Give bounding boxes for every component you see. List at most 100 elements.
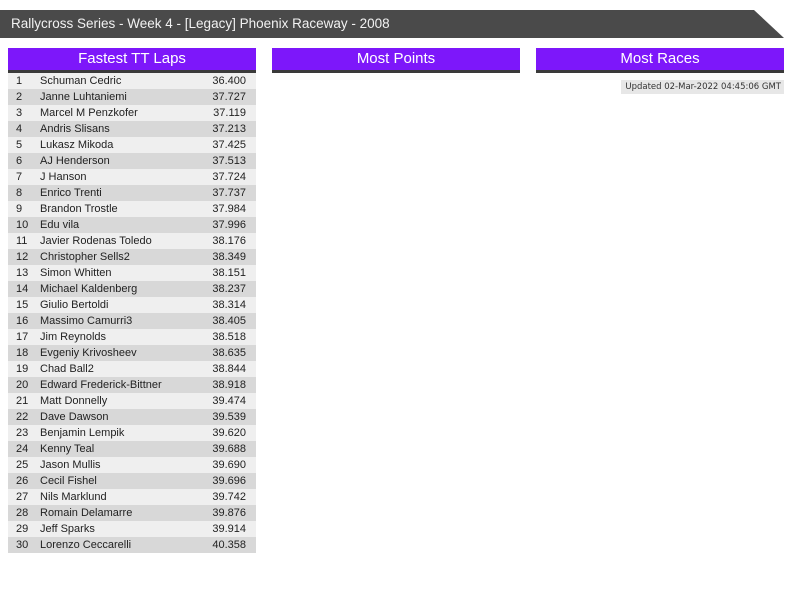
table-row: 5 Lukasz Mikoda 37.425 bbox=[8, 137, 256, 153]
rank-cell: 3 bbox=[16, 107, 23, 119]
lap-time-cell: 38.151 bbox=[212, 267, 246, 279]
driver-name-cell: Michael Kaldenberg bbox=[40, 283, 138, 295]
section-fastest-tt-laps: Fastest TT Laps 1 Schuman Cedric 36.400 2 Ja… bbox=[8, 48, 256, 553]
driver-name-cell: Schuman Cedric bbox=[40, 75, 122, 87]
lap-time-cell: 38.237 bbox=[212, 283, 246, 295]
lap-time-cell: 37.727 bbox=[212, 91, 246, 103]
lap-time-cell: 38.518 bbox=[212, 331, 246, 343]
driver-name-cell: Brandon Trostle bbox=[40, 203, 118, 215]
table-row: 21 Matt Donnelly 39.474 bbox=[8, 393, 256, 409]
lap-time-cell: 38.844 bbox=[212, 363, 246, 375]
rank-cell: 8 bbox=[16, 187, 23, 199]
driver-name-cell: J Hanson bbox=[40, 171, 87, 183]
table-row: 30 Lorenzo Ceccarelli 40.358 bbox=[8, 537, 256, 553]
section-most-races: Most Races Updated 02-Mar-2022 04:45:06 … bbox=[536, 48, 784, 553]
fastest-tt-laps-table: 1 Schuman Cedric 36.400 2 Janne Luhtaniemi 37… bbox=[8, 73, 256, 553]
driver-name-cell: Simon Whitten bbox=[40, 267, 112, 279]
lap-time-cell: 37.213 bbox=[212, 123, 246, 135]
driver-name-cell: Marcel M Penzkofer bbox=[40, 107, 138, 119]
table-row: 7 J Hanson 37.724 bbox=[8, 169, 256, 185]
table-row: 1 Schuman Cedric 36.400 bbox=[8, 73, 256, 89]
driver-name-cell: Romain Delamarre bbox=[40, 507, 133, 519]
driver-name-cell: Enrico Trenti bbox=[40, 187, 102, 199]
section-header-most-races: Most Races bbox=[536, 48, 784, 73]
table-row: 26 Cecil Fishel 39.696 bbox=[8, 473, 256, 489]
rank-cell: 26 bbox=[16, 475, 29, 487]
rank-cell: 23 bbox=[16, 427, 29, 439]
driver-name-cell: Chad Ball2 bbox=[40, 363, 94, 375]
lap-time-cell: 38.349 bbox=[212, 251, 246, 263]
lap-time-cell: 37.425 bbox=[212, 139, 246, 151]
rank-cell: 14 bbox=[16, 283, 29, 295]
lap-time-cell: 39.696 bbox=[212, 475, 246, 487]
rank-cell: 6 bbox=[16, 155, 23, 167]
rank-cell: 5 bbox=[16, 139, 23, 151]
rank-cell: 29 bbox=[16, 523, 29, 535]
lap-time-cell: 38.176 bbox=[212, 235, 246, 247]
lap-time-cell: 37.119 bbox=[213, 107, 246, 119]
rank-cell: 21 bbox=[16, 395, 29, 407]
rank-cell: 24 bbox=[16, 443, 29, 455]
lap-time-cell: 40.358 bbox=[212, 539, 246, 551]
table-row: 25 Jason Mullis 39.690 bbox=[8, 457, 256, 473]
table-row: 19 Chad Ball2 38.844 bbox=[8, 361, 256, 377]
driver-name-cell: Nils Marklund bbox=[40, 491, 107, 503]
driver-name-cell: Kenny Teal bbox=[40, 443, 95, 455]
table-row: 28 Romain Delamarre 39.876 bbox=[8, 505, 256, 521]
rank-cell: 30 bbox=[16, 539, 29, 551]
rank-cell: 12 bbox=[16, 251, 29, 263]
lap-time-cell: 37.724 bbox=[212, 171, 246, 183]
rank-cell: 19 bbox=[16, 363, 29, 375]
lap-time-cell: 37.737 bbox=[212, 187, 246, 199]
driver-name-cell: Jim Reynolds bbox=[40, 331, 107, 343]
lap-time-cell: 39.690 bbox=[212, 459, 246, 471]
lap-time-cell: 39.914 bbox=[212, 523, 246, 535]
section-header-most-points: Most Points bbox=[272, 48, 520, 73]
driver-name-cell: Massimo Camurri3 bbox=[40, 315, 133, 327]
table-row: 4 Andris Slisans 37.213 bbox=[8, 121, 256, 137]
rank-cell: 7 bbox=[16, 171, 23, 183]
lap-time-cell: 39.742 bbox=[212, 491, 246, 503]
driver-name-cell: Giulio Bertoldi bbox=[40, 299, 109, 311]
driver-name-cell: Jason Mullis bbox=[40, 459, 101, 471]
driver-name-cell: Javier Rodenas Toledo bbox=[40, 235, 152, 247]
section-most-points: Most Points bbox=[272, 48, 520, 553]
lap-time-cell: 39.474 bbox=[212, 395, 246, 407]
table-row: 12 Christopher Sells2 38.349 bbox=[8, 249, 256, 265]
table-row: 16 Massimo Camurri3 38.405 bbox=[8, 313, 256, 329]
page-title: Rallycross Series - Week 4 - [Legacy] Ph… bbox=[11, 16, 390, 31]
driver-name-cell: Evgeniy Krivosheev bbox=[40, 347, 137, 359]
table-row: 22 Dave Dawson 39.539 bbox=[8, 409, 256, 425]
driver-name-cell: Dave Dawson bbox=[40, 411, 109, 423]
updated-timestamp: Updated 02-Mar-2022 04:45:06 GMT bbox=[621, 80, 784, 94]
table-row: 11 Javier Rodenas Toledo 38.176 bbox=[8, 233, 256, 249]
rank-cell: 1 bbox=[16, 75, 23, 87]
table-row: 14 Michael Kaldenberg 38.237 bbox=[8, 281, 256, 297]
lap-time-cell: 38.405 bbox=[212, 315, 246, 327]
lap-time-cell: 39.688 bbox=[212, 443, 246, 455]
driver-name-cell: Jeff Sparks bbox=[40, 523, 95, 535]
rank-cell: 16 bbox=[16, 315, 29, 327]
lap-time-cell: 39.876 bbox=[212, 507, 246, 519]
table-row: 20 Edward Frederick-Bittner 38.918 bbox=[8, 377, 256, 393]
lap-time-cell: 38.635 bbox=[212, 347, 246, 359]
table-row: 24 Kenny Teal 39.688 bbox=[8, 441, 256, 457]
rank-cell: 28 bbox=[16, 507, 29, 519]
rank-cell: 13 bbox=[16, 267, 29, 279]
lap-time-cell: 37.984 bbox=[212, 203, 246, 215]
rank-cell: 11 bbox=[16, 235, 28, 247]
driver-name-cell: Andris Slisans bbox=[40, 123, 110, 135]
rank-cell: 15 bbox=[16, 299, 29, 311]
lap-time-cell: 39.539 bbox=[212, 411, 246, 423]
table-row: 2 Janne Luhtaniemi 37.727 bbox=[8, 89, 256, 105]
leaderboard-columns: Fastest TT Laps 1 Schuman Cedric 36.400 2 Ja… bbox=[8, 48, 792, 553]
lap-time-cell: 37.996 bbox=[212, 219, 246, 231]
rank-cell: 25 bbox=[16, 459, 29, 471]
rank-cell: 4 bbox=[16, 123, 23, 135]
rank-cell: 17 bbox=[16, 331, 29, 343]
lap-time-cell: 39.620 bbox=[212, 427, 246, 439]
driver-name-cell: Edward Frederick-Bittner bbox=[40, 379, 162, 391]
rank-cell: 18 bbox=[16, 347, 29, 359]
table-row: 13 Simon Whitten 38.151 bbox=[8, 265, 256, 281]
driver-name-cell: Matt Donnelly bbox=[40, 395, 108, 407]
